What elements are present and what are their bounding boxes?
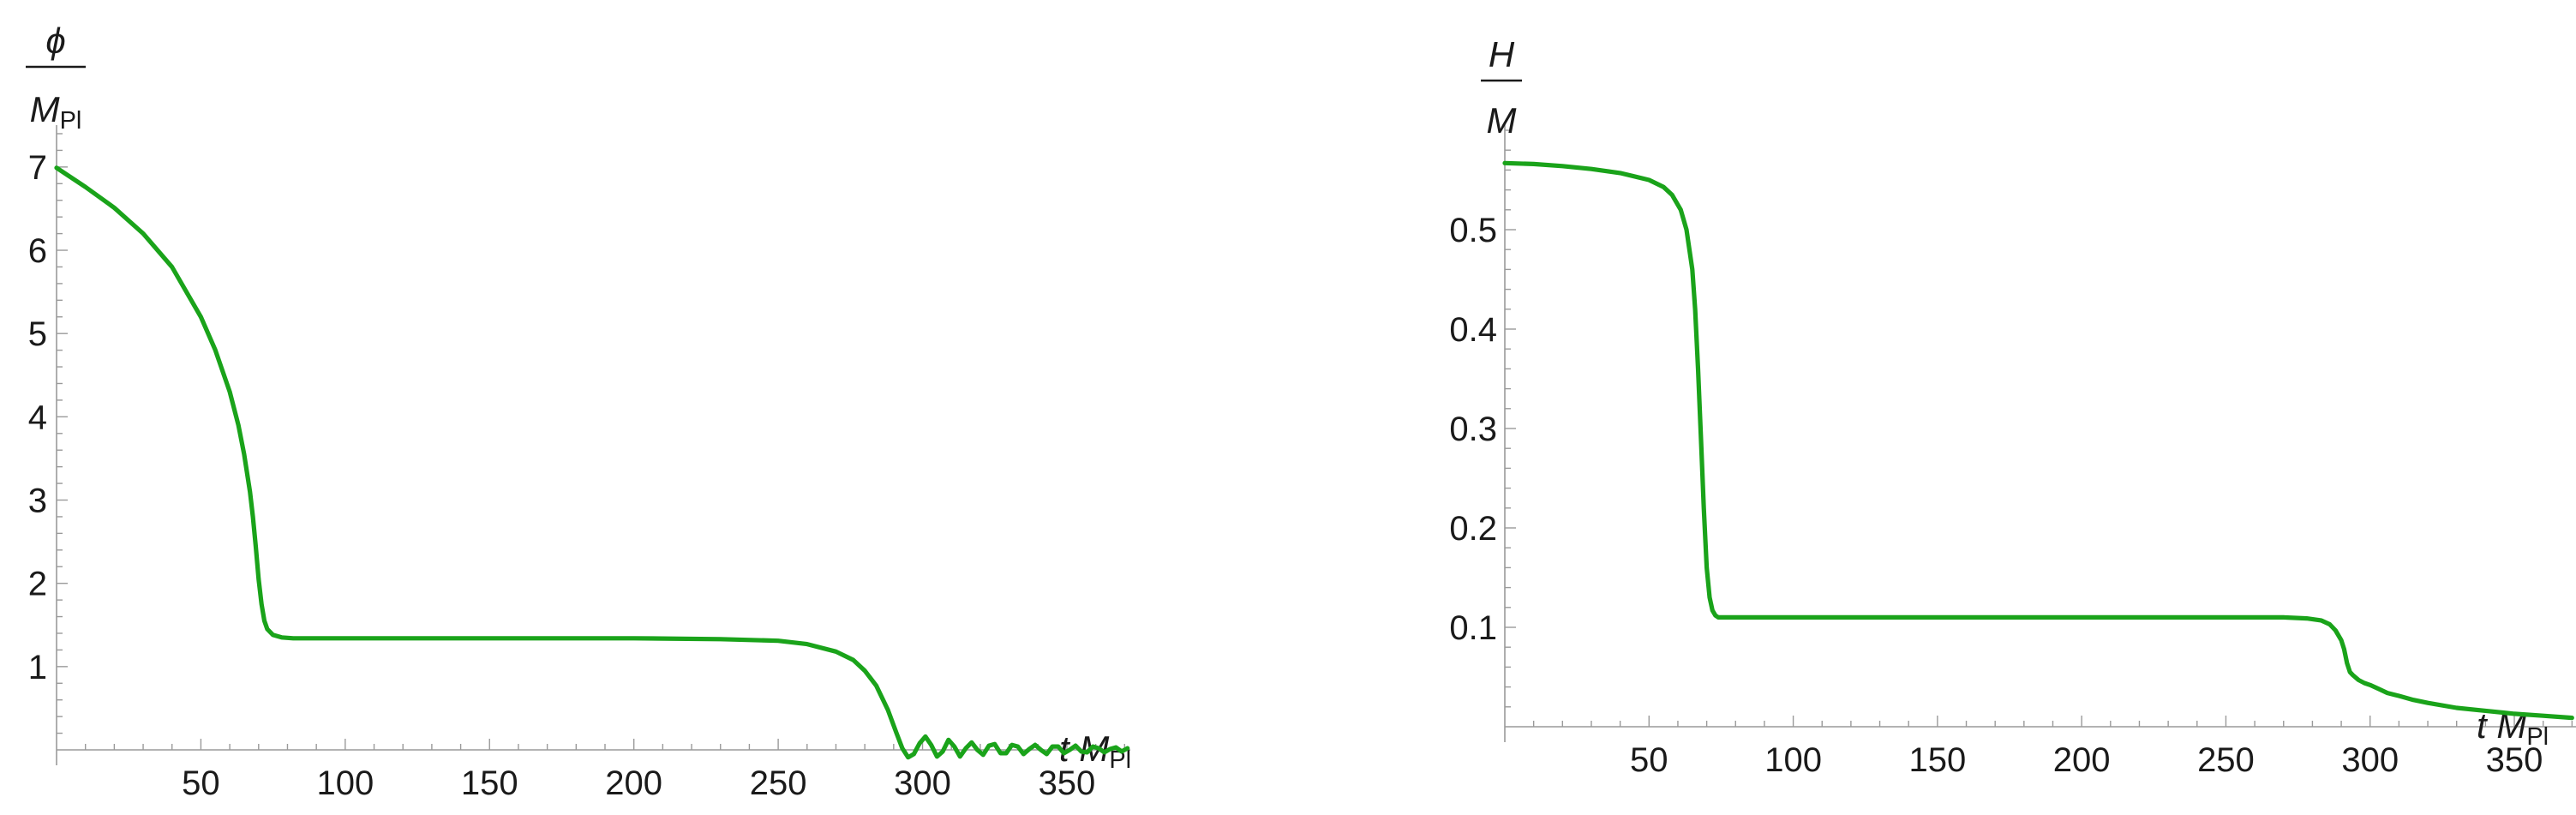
y-axis-label-denominator: M [1487, 100, 1517, 141]
y-tick-label: 0.2 [1449, 510, 1497, 548]
x-tick-label: 350 [2486, 741, 2543, 779]
y-tick-label: 3 [28, 482, 47, 520]
y-axis-label-denominator-main: M [30, 89, 60, 129]
series-line [54, 165, 1130, 760]
x-tick-label: 150 [1908, 741, 1966, 779]
x-tick-label: 50 [1630, 741, 1668, 779]
x-tick-label: 250 [2197, 741, 2255, 779]
x-tick-label: 250 [750, 764, 807, 802]
y-axis-label-denominator-main: M [1487, 100, 1517, 141]
y-tick-label: 0.1 [1449, 609, 1497, 647]
y-tick-label: 4 [28, 399, 47, 436]
x-tick-label: 100 [1764, 741, 1822, 779]
y-axis-label-denominator-subscript: Pl [60, 107, 82, 135]
x-axis-label-subscript: Pl [2526, 723, 2549, 751]
x-tick-label: 300 [894, 764, 951, 802]
y-tick-label: 0.3 [1449, 410, 1497, 448]
series-line [1502, 160, 2574, 721]
y-axis-label-denominator: MPl [30, 89, 82, 135]
x-tick-label: 200 [605, 764, 662, 802]
x-tick-label: 350 [1039, 764, 1096, 802]
y-tick-label: 0.4 [1449, 311, 1497, 349]
y-axis-label-numerator: H [1489, 34, 1515, 75]
y-tick-label: 2 [28, 566, 47, 603]
x-tick-label: 300 [2341, 741, 2399, 779]
x-tick-label: 150 [461, 764, 518, 802]
x-tick-label: 200 [2053, 741, 2111, 779]
y-tick-label: 6 [28, 232, 47, 270]
y-tick-label: 0.5 [1449, 212, 1497, 249]
x-tick-label: 100 [316, 764, 374, 802]
y-tick-label: 5 [28, 315, 47, 353]
y-tick-label: 7 [28, 149, 47, 187]
y-tick-label: 1 [28, 649, 47, 686]
x-tick-label: 50 [182, 764, 220, 802]
y-axis-label-numerator: ϕ [45, 21, 65, 61]
